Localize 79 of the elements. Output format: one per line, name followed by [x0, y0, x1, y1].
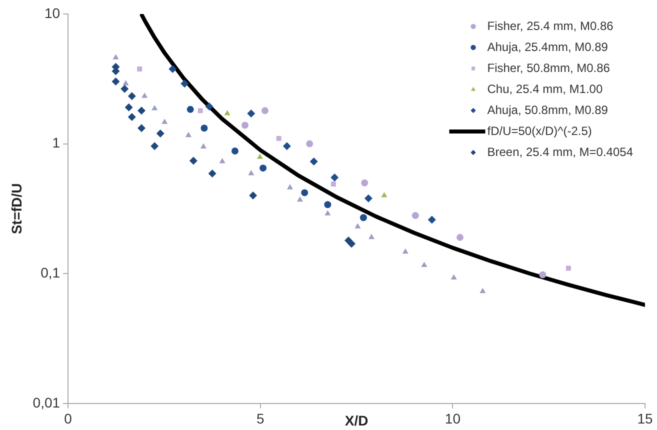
point [142, 92, 148, 98]
y-tick-label: 1 [52, 134, 60, 151]
point [310, 158, 318, 166]
point [450, 274, 457, 280]
point [247, 110, 256, 118]
point [138, 124, 146, 132]
point [205, 102, 214, 110]
point [480, 288, 486, 294]
y-axis-title: St=fD/U [8, 183, 24, 234]
point [301, 189, 308, 196]
point [260, 164, 267, 172]
point [330, 182, 336, 186]
point [354, 223, 361, 228]
point [156, 130, 164, 138]
x-tick-label: 10 [444, 410, 461, 427]
point [128, 112, 136, 121]
point [324, 201, 332, 208]
x-tick-label: 15 [637, 410, 653, 427]
point [180, 80, 189, 88]
point [224, 110, 230, 116]
point [137, 66, 142, 72]
point [241, 122, 248, 129]
point [186, 106, 194, 113]
point [249, 191, 258, 200]
point [150, 142, 159, 150]
point [348, 240, 356, 248]
point [231, 148, 238, 155]
point [324, 210, 331, 216]
point [112, 54, 119, 60]
legend-label: Fisher, 25.4 mm, M0.86 [487, 18, 614, 33]
y-tick-label: 10 [44, 4, 60, 21]
point [539, 271, 546, 278]
point [248, 170, 254, 176]
point [566, 266, 571, 271]
point [189, 156, 198, 165]
point [276, 136, 282, 141]
point [360, 214, 367, 222]
legend-label: Ahuja, 25.4mm, M0.89 [487, 40, 608, 54]
y-tick-label: 0,1 [40, 264, 60, 280]
point [162, 118, 168, 124]
point [368, 234, 375, 240]
x-tick-label: 0 [64, 410, 72, 427]
point [198, 108, 203, 114]
point [200, 124, 208, 132]
point [306, 140, 314, 148]
point [122, 80, 129, 86]
point [256, 154, 264, 159]
x-axis-title: X/D [344, 412, 368, 428]
point [364, 194, 372, 202]
y-tick-label: 0,01 [32, 394, 60, 410]
point [421, 262, 428, 267]
point [152, 105, 158, 110]
point [402, 248, 408, 254]
legend-label: Chu, 25.4 mm, M1.00 [487, 82, 603, 96]
point [208, 170, 216, 178]
point [412, 212, 419, 220]
legend-label: Fisher, 50.8mm, M0.86 [487, 60, 610, 75]
point [456, 234, 464, 241]
point [381, 192, 388, 198]
point [168, 64, 177, 73]
legend-label: fD/U=50(x/D)^(-2.5) [487, 124, 592, 138]
point [120, 84, 129, 93]
point [128, 92, 136, 100]
point [185, 132, 192, 138]
point [282, 142, 291, 150]
point [112, 77, 120, 86]
point [330, 174, 339, 182]
legend-label: Breen, 25.4 mm, M=0.4054 [487, 144, 634, 159]
point [361, 179, 368, 186]
point [428, 216, 436, 224]
point [200, 143, 206, 148]
point [296, 196, 304, 202]
point [138, 106, 146, 115]
x-tick-label: 5 [256, 410, 264, 427]
point [219, 158, 226, 164]
point [261, 107, 268, 114]
point [124, 103, 133, 112]
point [286, 184, 294, 190]
legend-label: Ahuja, 50.8mm, M0.89 [487, 102, 608, 117]
